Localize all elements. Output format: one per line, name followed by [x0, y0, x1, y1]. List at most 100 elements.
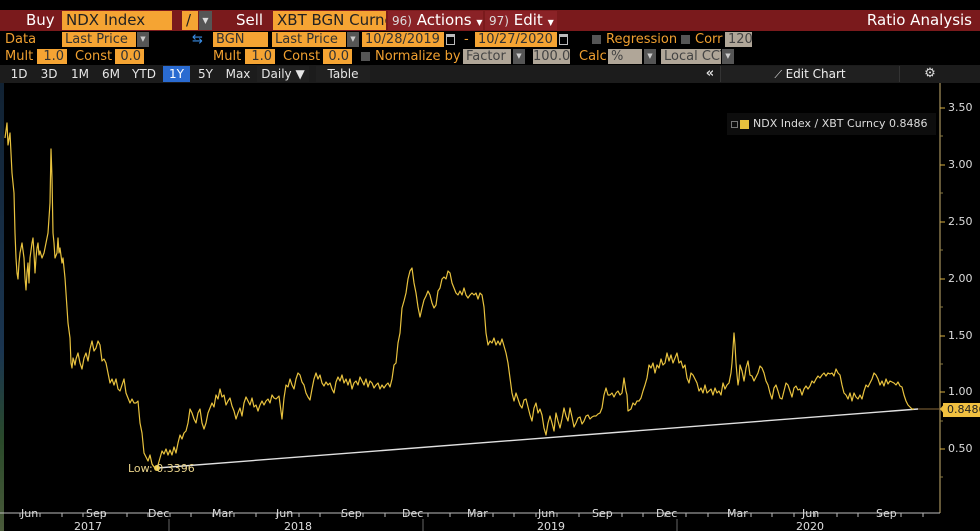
date-separator: -	[464, 32, 469, 47]
x-tick-month: Jun	[802, 507, 820, 520]
x-tick-month: Sep	[876, 507, 897, 520]
normalize-checkbox[interactable]	[361, 52, 370, 61]
corr-window-input[interactable]: 120	[725, 32, 752, 47]
sell-security-input[interactable]: XBT BGN Curnc	[273, 11, 386, 30]
const2-label: Const	[283, 49, 321, 64]
actions-menu-button[interactable]: 96) Actions ▼	[388, 11, 483, 30]
corr-label: Corr	[695, 32, 723, 47]
x-tick-month: Mar	[212, 507, 233, 520]
swap-icon[interactable]: ⇆	[192, 32, 203, 47]
expand-icon[interactable]	[731, 120, 738, 128]
x-tick-month: Dec	[656, 507, 678, 520]
start-date-input[interactable]: 10/28/2019	[362, 32, 444, 47]
period-ytd[interactable]: YTD	[128, 66, 160, 82]
chevron-down-icon[interactable]: ▼	[722, 49, 734, 64]
chevron-down-icon[interactable]: ▼	[137, 32, 149, 47]
mult-row: Mult 1.0 Const 0.0 Mult 1.0 Const 0.0 No…	[0, 48, 980, 65]
chart-legend[interactable]: NDX Index / XBT Curncy 0.8486	[727, 113, 936, 135]
y-tick-3-00: 3.00	[948, 158, 973, 171]
legend-label: NDX Index / XBT Curncy 0.8486	[753, 117, 928, 130]
period-5y[interactable]: 5Y	[192, 66, 219, 82]
series-swatch-icon	[740, 119, 749, 129]
calendar-icon[interactable]	[446, 34, 455, 45]
data-row: Data Last Price ▼ ⇆ BGN Last Price ▼ 10/…	[0, 31, 980, 48]
source-field-select[interactable]: Last Price	[272, 32, 346, 47]
x-tick-year: 2019	[537, 520, 565, 531]
chevron-down-icon[interactable]: ▼	[644, 49, 656, 64]
factor-input[interactable]: 100.0	[533, 49, 570, 64]
source-input[interactable]: BGN	[213, 32, 268, 47]
normalize-label: Normalize by	[375, 49, 461, 64]
period-1m[interactable]: 1M	[66, 66, 94, 82]
x-tick-month: Sep	[341, 507, 362, 520]
frequency-select[interactable]: Daily ▼	[257, 66, 309, 82]
actions-number: 96)	[392, 14, 412, 28]
edit-menu-button[interactable]: 97) Edit ▼	[485, 11, 557, 30]
mult2-input[interactable]: 1.0	[245, 49, 275, 64]
edit-label: Edit	[513, 11, 543, 29]
y-tick-2-50: 2.50	[948, 215, 973, 228]
x-tick-month: Sep	[86, 507, 107, 520]
x-tick-year: 2017	[74, 520, 102, 531]
period-1y[interactable]: 1Y	[163, 66, 190, 82]
chart-edit-icon: ⟋	[774, 68, 786, 81]
x-tick-month: Dec	[148, 507, 170, 520]
period-max[interactable]: Max	[222, 66, 254, 82]
x-tick-month: Mar	[467, 507, 488, 520]
calc-label: Calc	[579, 49, 607, 64]
edit-number: 97)	[489, 14, 509, 28]
regression-label: Regression	[606, 32, 678, 47]
operator-select[interactable]: /	[182, 11, 198, 30]
chevron-down-icon: ▼	[476, 18, 483, 27]
const-input[interactable]: 0.0	[115, 49, 144, 64]
mult-label: Mult	[5, 49, 34, 64]
corr-checkbox[interactable]	[681, 35, 690, 44]
operator-dropdown-icon[interactable]: ▼	[199, 11, 212, 30]
table-button[interactable]: Table	[316, 66, 370, 82]
actions-label: Actions	[416, 11, 472, 29]
period-1d[interactable]: 1D	[6, 66, 32, 82]
y-tick-1-50: 1.50	[948, 329, 973, 342]
x-tick-month: Sep	[592, 507, 613, 520]
x-tick-month: Jun	[538, 507, 556, 520]
chevron-down-icon: ▼	[547, 18, 554, 27]
data-label: Data	[5, 32, 37, 47]
buy-security-input[interactable]: NDX Index	[62, 11, 172, 30]
ratio-chart-svg	[0, 83, 945, 531]
end-date-input[interactable]: 10/27/2020	[475, 32, 557, 47]
page-title: Ratio Analysis	[866, 11, 972, 29]
y-tick-2-00: 2.00	[948, 272, 973, 285]
x-tick-month: Dec	[402, 507, 424, 520]
calc-select[interactable]: %	[608, 49, 642, 64]
mult2-label: Mult	[213, 49, 242, 64]
currency-select[interactable]: Local CCY	[661, 49, 721, 64]
normalize-select[interactable]: Factor	[463, 49, 511, 64]
y-tick-3-50: 3.50	[948, 101, 973, 114]
x-tick-year: 2020	[796, 520, 824, 531]
const-label: Const	[75, 49, 113, 64]
period-6m[interactable]: 6M	[97, 66, 125, 82]
low-annotation: Low: 0.3396	[128, 462, 195, 475]
chevron-down-icon[interactable]: ▼	[513, 49, 525, 64]
x-tick-month: Mar	[727, 507, 748, 520]
left-edge-background	[0, 83, 4, 531]
gear-icon[interactable]: ⚙	[924, 66, 936, 81]
edit-chart-button[interactable]: ⟋ Edit Chart	[720, 66, 900, 82]
last-value-badge: 0.8486	[943, 403, 980, 417]
period-bar: 1D 3D 1M 6M YTD 1Y 5Y Max Daily ▼ Table …	[0, 65, 980, 83]
const2-input[interactable]: 0.0	[323, 49, 352, 64]
x-tick-month: Jun	[276, 507, 294, 520]
regression-checkbox[interactable]	[592, 35, 601, 44]
mult-input[interactable]: 1.0	[37, 49, 67, 64]
chart-area[interactable]: NDX Index / XBT Curncy 0.8486 3.50 3.00 …	[0, 83, 980, 531]
buy-label: Buy	[26, 11, 55, 29]
collapse-icon[interactable]: «	[705, 66, 715, 81]
data-field-select[interactable]: Last Price	[62, 32, 136, 47]
low-marker-icon	[154, 465, 160, 471]
y-tick-1-00: 1.00	[948, 385, 973, 398]
sell-label: Sell	[236, 11, 264, 29]
chevron-down-icon[interactable]: ▼	[347, 32, 359, 47]
calendar-icon[interactable]	[559, 34, 568, 45]
x-tick-month: Jun	[21, 507, 39, 520]
period-3d[interactable]: 3D	[36, 66, 62, 82]
